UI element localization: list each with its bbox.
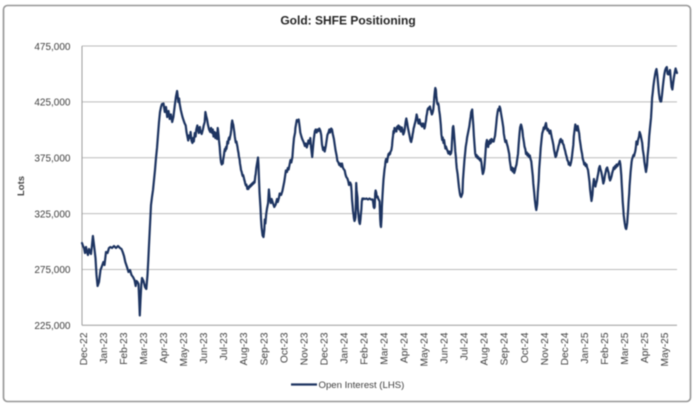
svg-text:325,000: 325,000 [34, 209, 71, 220]
svg-text:225,000: 225,000 [34, 321, 71, 332]
svg-text:Sep-23: Sep-23 [259, 332, 270, 365]
svg-text:Feb-25: Feb-25 [600, 332, 611, 365]
svg-text:475,000: 475,000 [34, 42, 71, 53]
svg-text:Lots: Lots [16, 176, 27, 196]
svg-text:Oct-24: Oct-24 [520, 332, 531, 363]
svg-text:Aug-23: Aug-23 [239, 332, 250, 365]
svg-text:Oct-23: Oct-23 [279, 332, 290, 363]
svg-text:Dec-23: Dec-23 [319, 332, 330, 365]
svg-text:May-25: May-25 [660, 332, 671, 366]
svg-text:275,000: 275,000 [34, 265, 71, 276]
svg-text:Open Interest (LHS): Open Interest (LHS) [319, 380, 405, 391]
svg-text:Apr-25: Apr-25 [640, 332, 651, 363]
svg-text:Apr-24: Apr-24 [400, 332, 411, 363]
svg-text:Sep-24: Sep-24 [500, 332, 511, 365]
svg-text:Nov-24: Nov-24 [540, 332, 551, 365]
svg-text:Feb-23: Feb-23 [119, 332, 130, 365]
svg-text:375,000: 375,000 [34, 154, 71, 165]
svg-text:425,000: 425,000 [34, 98, 71, 109]
svg-text:Jun-23: Jun-23 [199, 332, 210, 363]
svg-text:Dec-22: Dec-22 [79, 332, 90, 365]
svg-text:Nov-23: Nov-23 [299, 332, 310, 365]
svg-text:May-24: May-24 [420, 332, 431, 366]
svg-text:Aug-24: Aug-24 [480, 332, 491, 365]
svg-text:Dec-24: Dec-24 [560, 332, 571, 365]
svg-text:May-23: May-23 [179, 332, 190, 366]
svg-text:Jan-23: Jan-23 [99, 332, 110, 363]
svg-text:Mar-23: Mar-23 [139, 332, 150, 365]
svg-text:Jan-25: Jan-25 [580, 332, 591, 363]
svg-text:Feb-24: Feb-24 [359, 332, 370, 365]
svg-text:Mar-24: Mar-24 [380, 332, 391, 365]
svg-text:Gold: SHFE Positioning: Gold: SHFE Positioning [280, 14, 415, 28]
svg-text:Apr-23: Apr-23 [159, 332, 170, 363]
svg-text:Jan-24: Jan-24 [339, 332, 350, 363]
svg-text:Jul-23: Jul-23 [219, 332, 230, 360]
svg-text:Jul-24: Jul-24 [460, 332, 471, 360]
svg-text:Jun-24: Jun-24 [440, 332, 451, 363]
svg-text:Mar-25: Mar-25 [620, 332, 631, 365]
